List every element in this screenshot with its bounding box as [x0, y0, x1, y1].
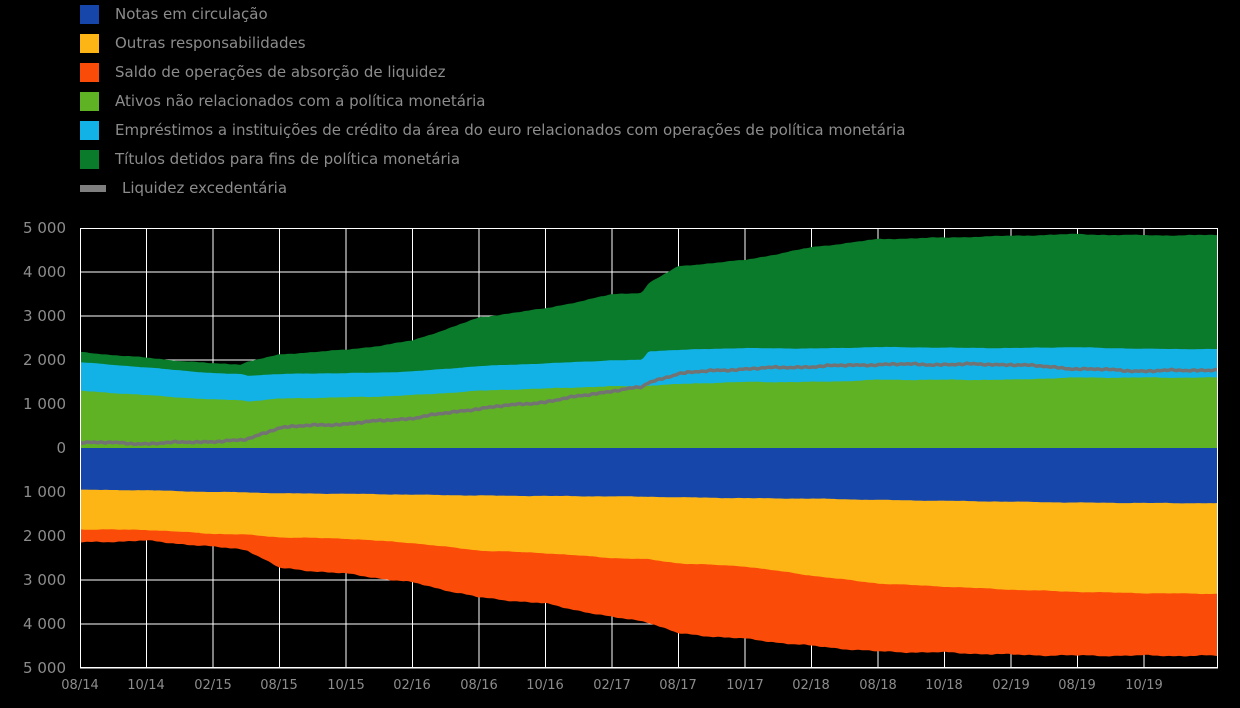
x-tick-label: 08/15: [260, 678, 298, 693]
x-tick-label: 02/18: [792, 678, 830, 693]
y-tick-label: 3 000: [23, 571, 66, 589]
legend-label: Notas em circulação: [115, 5, 268, 23]
x-tick-label: 02/15: [194, 678, 232, 693]
x-tick-label: 10/17: [726, 678, 764, 693]
legend-swatch-darkgreen: [80, 149, 99, 169]
legend-item: Saldo de operações de absorção de liquid…: [80, 61, 446, 83]
y-tick-label: 4 000: [23, 263, 66, 281]
x-tick-label: 10/14: [127, 678, 165, 693]
legend-swatch-yellow: [80, 33, 99, 53]
x-tick-label: 02/17: [593, 678, 631, 693]
legend-item: Ativos não relacionados com a política m…: [80, 90, 486, 112]
y-tick-label: 5 000: [23, 659, 66, 677]
legend-label: Liquidez excedentária: [122, 179, 288, 197]
x-tick-label: 10/16: [526, 678, 564, 693]
y-tick-label: 2 000: [23, 527, 66, 545]
legend-label: Títulos detidos para fins de política mo…: [115, 150, 461, 168]
y-tick-label: 0: [56, 439, 66, 457]
legend-label: Outras responsabilidades: [115, 34, 306, 52]
x-tick-label: 08/16: [460, 678, 498, 693]
legend-line-marker: [80, 184, 106, 192]
legend-item: Outras responsabilidades: [80, 32, 306, 54]
legend-label: Empréstimos a instituições de crédito da…: [115, 121, 906, 139]
x-tick-label: 08/17: [659, 678, 697, 693]
legend-item: Notas em circulação: [80, 3, 268, 25]
legend-label: Ativos não relacionados com a política m…: [115, 92, 486, 110]
legend-swatch-lightgreen: [80, 91, 99, 111]
y-tick-label: 3 000: [23, 307, 66, 325]
stacked-area-chart: [80, 228, 1218, 669]
x-tick-label: 08/18: [859, 678, 897, 693]
legend-swatch-cyan: [80, 120, 99, 140]
legend-item: Liquidez excedentária: [80, 177, 287, 199]
legend-swatch-blue: [80, 4, 99, 24]
x-tick-label: 08/19: [1058, 678, 1096, 693]
y-tick-label: 1 000: [23, 395, 66, 413]
x-tick-label: 10/18: [925, 678, 963, 693]
legend-label: Saldo de operações de absorção de liquid…: [115, 63, 446, 81]
x-tick-label: 02/16: [393, 678, 431, 693]
y-tick-label: 4 000: [23, 615, 66, 633]
y-tick-label: 2 000: [23, 351, 66, 369]
y-tick-label: 5 000: [23, 219, 66, 237]
x-tick-label: 02/19: [992, 678, 1030, 693]
x-tick-label: 10/19: [1125, 678, 1163, 693]
y-tick-label: 1 000: [23, 483, 66, 501]
x-tick-label: 08/14: [61, 678, 99, 693]
x-tick-label: 10/15: [327, 678, 365, 693]
legend-swatch-orange: [80, 62, 99, 82]
legend-item: Empréstimos a instituições de crédito da…: [80, 119, 906, 141]
legend-item: Títulos detidos para fins de política mo…: [80, 148, 460, 170]
